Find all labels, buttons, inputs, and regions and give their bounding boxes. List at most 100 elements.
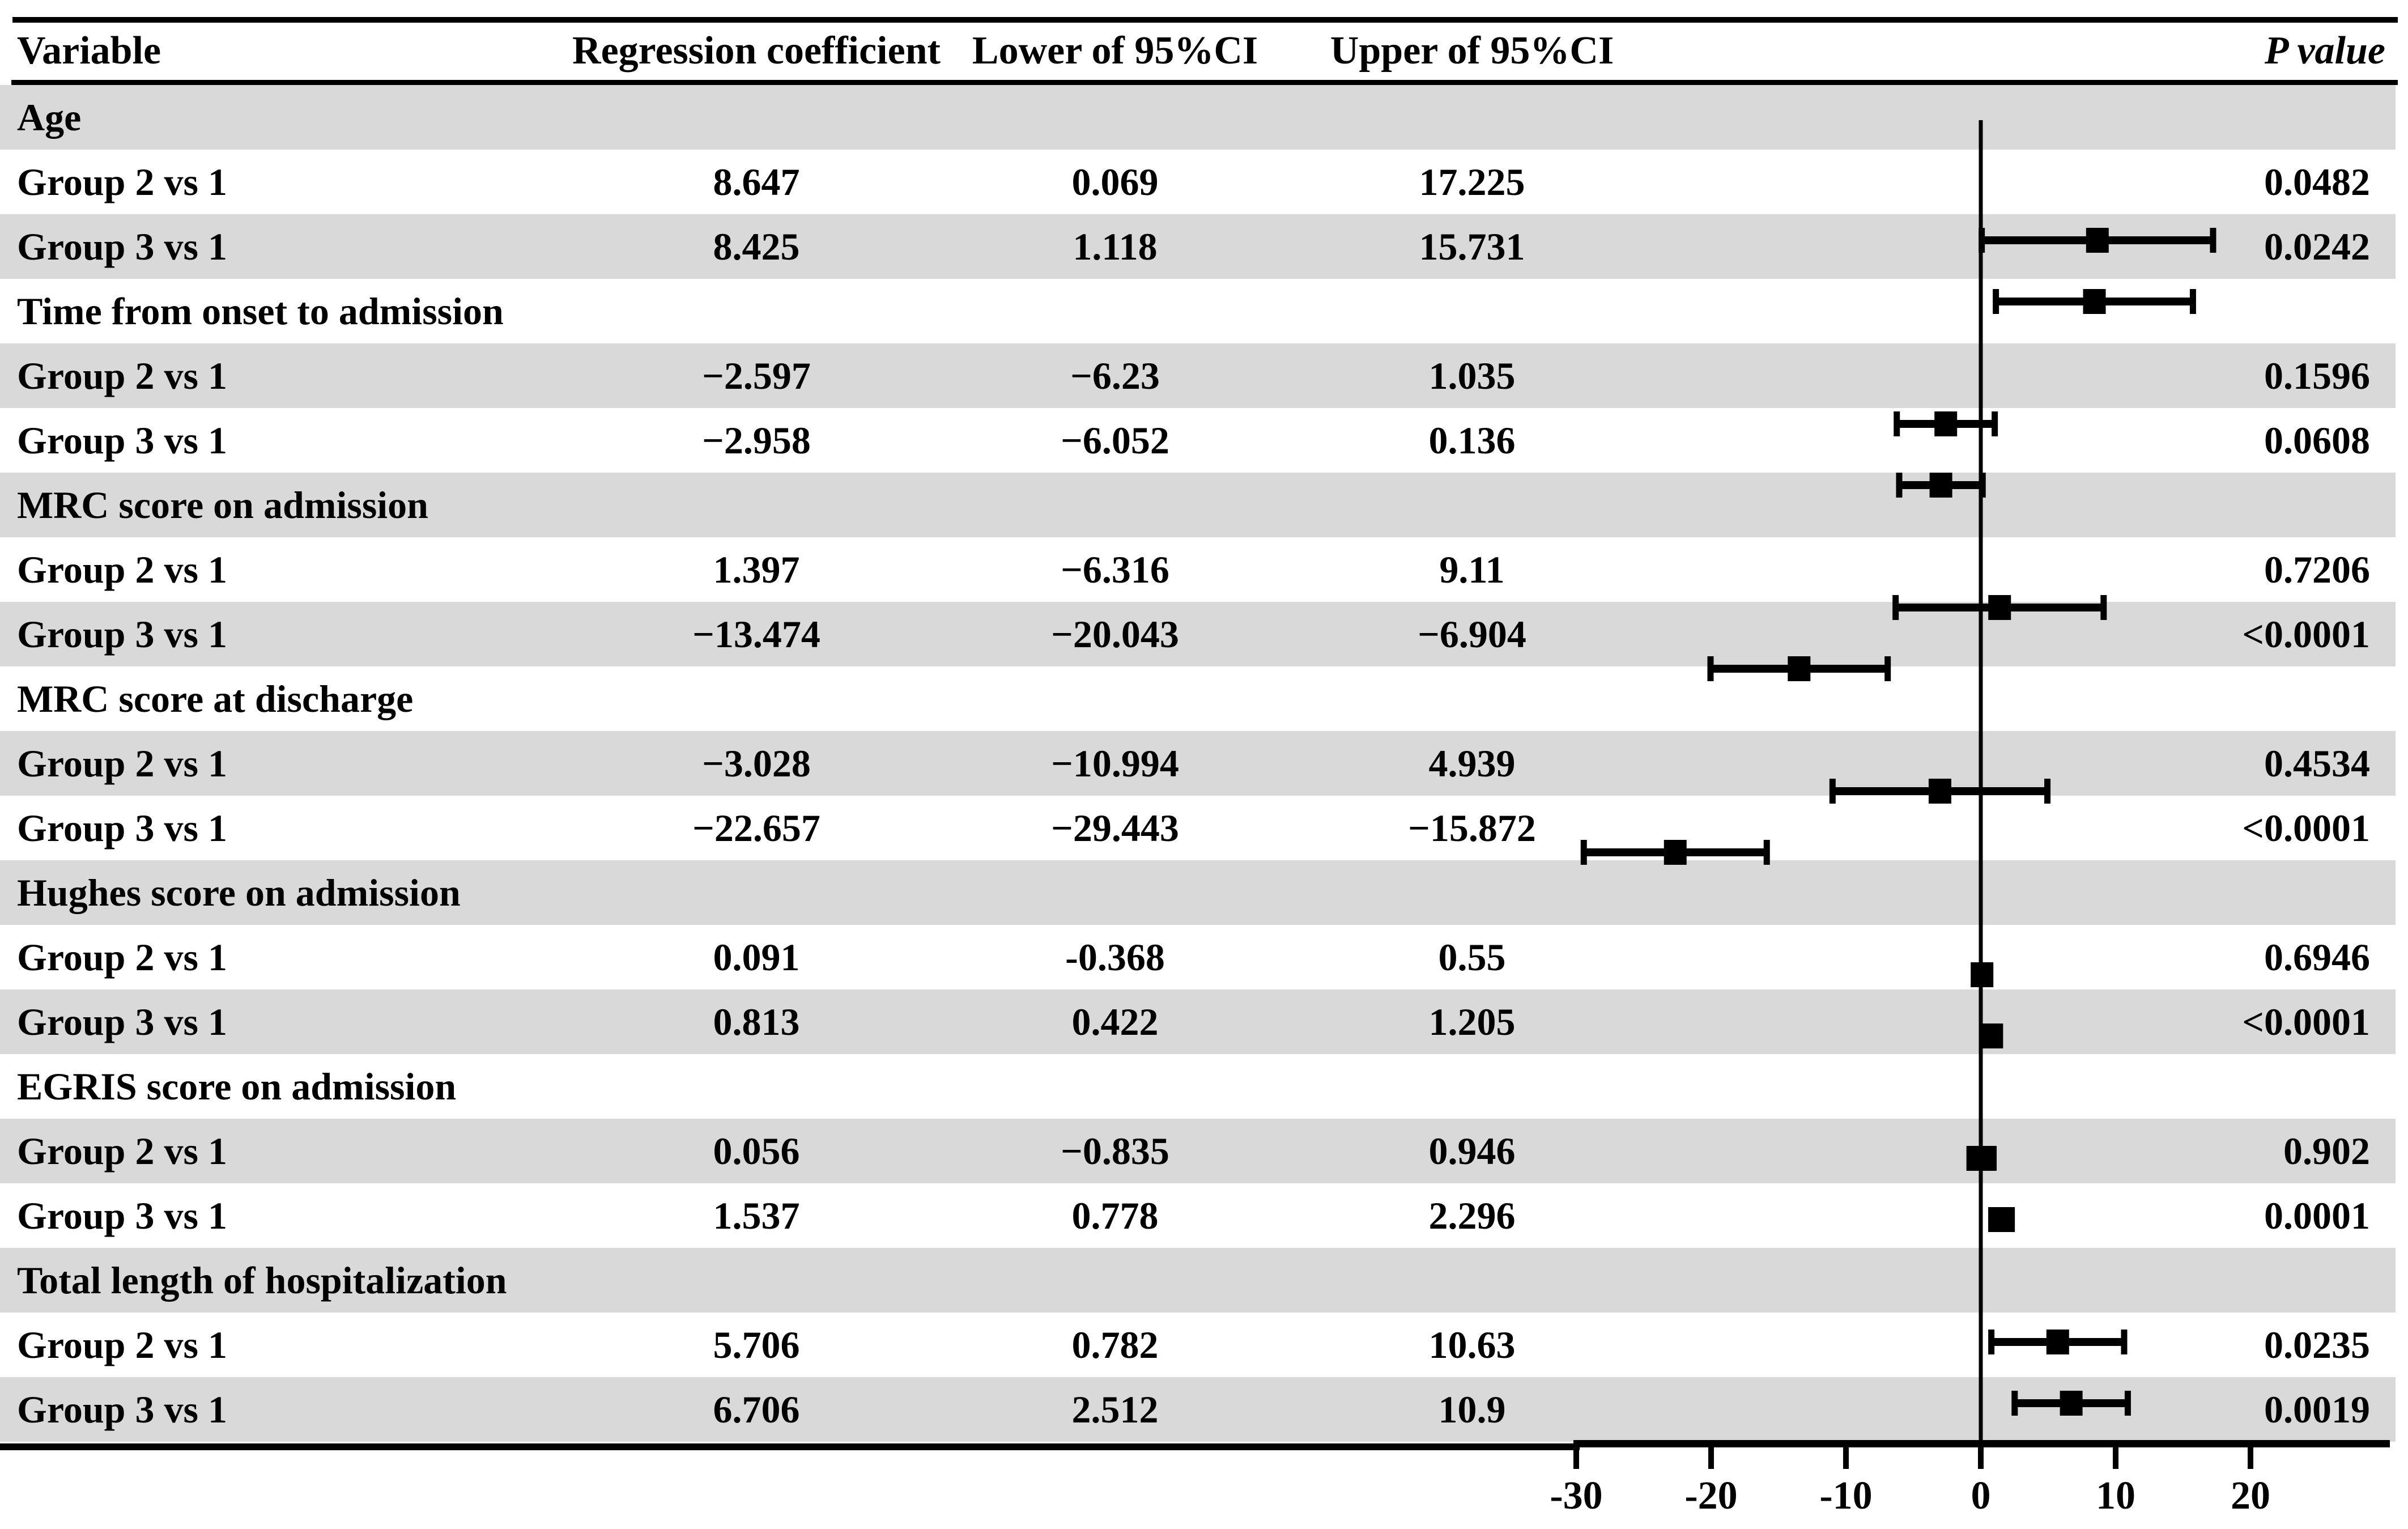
section-row: Age (0, 85, 2396, 150)
point-estimate-marker (1928, 779, 1951, 804)
ci-lower-cap (1894, 411, 1900, 436)
variable-section-label: Age (17, 95, 82, 139)
regression-coefficient-value: 6.706 (713, 1387, 800, 1431)
regression-coefficient-value: 0.091 (713, 935, 800, 979)
section-row: Hughes score on admission (0, 860, 2396, 925)
point-estimate-marker (1664, 840, 1687, 865)
ci-lower-cap (1896, 473, 1903, 498)
axis-tick (2113, 1447, 2118, 1469)
variable-section-label: MRC score on admission (17, 483, 428, 526)
table-bottom-rule (0, 1443, 1580, 1450)
comparison-label: Group 2 vs 1 (17, 1129, 227, 1173)
column-header-p-value: P value (2264, 29, 2385, 73)
ci-lower-cap (1988, 1330, 1995, 1354)
axis-tick-label: 0 (1971, 1474, 1991, 1518)
variable-section-label: Total length of hospitalization (17, 1258, 507, 1302)
regression-coefficient-value: −22.657 (692, 806, 820, 850)
column-header-upper-ci: Upper of 95%CI (1330, 29, 1614, 73)
ci-lower-cap (1979, 228, 1985, 253)
ci-upper-cap (1884, 656, 1891, 681)
ci-upper-cap (1990, 1146, 1997, 1171)
ci-lower-value: 2.512 (1071, 1387, 1159, 1431)
ci-upper-value: 17.225 (1419, 160, 1525, 203)
variable-section-label: Hughes score on admission (17, 870, 461, 914)
ci-lower-value: 1.118 (1073, 224, 1158, 268)
point-estimate-marker (1970, 1146, 1993, 1171)
ci-lower-value: 0.069 (1071, 160, 1159, 203)
ci-lower-value: -0.368 (1065, 935, 1165, 979)
ci-upper-cap (2189, 289, 2196, 314)
comparison-label: Group 3 vs 1 (17, 1000, 227, 1043)
p-value: 0.902 (2283, 1129, 2370, 1173)
ci-lower-cap (1707, 656, 1714, 681)
ci-upper-cap (2121, 1330, 2128, 1354)
regression-coefficient-value: −2.958 (702, 418, 811, 462)
p-value: <0.0001 (2242, 806, 2370, 850)
p-value: 0.1596 (2264, 354, 2370, 397)
ci-lower-value: −20.043 (1051, 612, 1179, 656)
x-axis-line (1573, 1440, 2390, 1447)
table-row: Group 3 vs 1 −22.657 −29.443 −15.872 <0.0001 (0, 796, 2396, 860)
regression-coefficient-value: 0.056 (713, 1129, 800, 1173)
ci-lower-value: −6.316 (1061, 547, 1169, 591)
ci-upper-value: 2.296 (1428, 1194, 1516, 1237)
column-header-variable: Variable (17, 29, 161, 73)
section-row: MRC score at discharge (0, 666, 2396, 731)
comparison-label: Group 3 vs 1 (17, 1387, 227, 1431)
comparison-label: Group 2 vs 1 (17, 1323, 227, 1366)
ci-upper-value: −15.872 (1408, 806, 1536, 850)
table-row: Group 3 vs 1 8.425 1.118 15.731 0.0242 (0, 214, 2396, 279)
ci-upper-cap (2210, 228, 2216, 253)
table-row: Group 2 vs 1 8.647 0.069 17.225 0.0482 (0, 150, 2396, 214)
table-row: Group 2 vs 1 1.397 −6.316 9.11 0.7206 (0, 537, 2396, 602)
table-row: Group 3 vs 1 1.537 0.778 2.296 0.0001 (0, 1183, 2396, 1248)
p-value: 0.0235 (2264, 1323, 2370, 1366)
regression-coefficient-value: −3.028 (702, 741, 811, 785)
p-value: 0.0019 (2264, 1387, 2370, 1431)
axis-tick-label: 10 (2096, 1474, 2135, 1518)
axis-tick (1978, 1447, 1984, 1469)
regression-coefficient-value: −2.597 (702, 354, 811, 397)
table-row: Group 2 vs 1 0.091 -0.368 0.55 0.6946 (0, 925, 2396, 989)
point-estimate-marker (1980, 1023, 2003, 1048)
ci-upper-cap (2044, 779, 2051, 804)
comparison-label: Group 2 vs 1 (17, 160, 227, 203)
ci-upper-value: 15.731 (1419, 224, 1525, 268)
p-value: 0.4534 (2264, 741, 2370, 785)
ci-upper-cap (1992, 411, 1998, 436)
point-estimate-marker (1934, 411, 1958, 436)
point-estimate-marker (2060, 1391, 2083, 1416)
ci-upper-value: 9.11 (1439, 547, 1505, 591)
p-value: 0.0242 (2264, 224, 2370, 268)
ci-lower-cap (2011, 1391, 2018, 1416)
ci-upper-value: 0.55 (1438, 935, 1506, 979)
table-header-rule (11, 80, 2398, 85)
axis-tick-label: -20 (1684, 1474, 1737, 1518)
ci-upper-value: 4.939 (1428, 741, 1516, 785)
axis-tick-label: -10 (1819, 1474, 1872, 1518)
ci-upper-value: 1.035 (1428, 354, 1516, 397)
point-estimate-marker (1929, 473, 1952, 498)
p-value: 0.0608 (2264, 418, 2370, 462)
table-row: Group 2 vs 1 −3.028 −10.994 4.939 0.4534 (0, 731, 2396, 796)
comparison-label: Group 3 vs 1 (17, 612, 227, 656)
p-value: 0.0482 (2264, 160, 2370, 203)
ci-lower-value: 0.782 (1071, 1323, 1159, 1366)
point-estimate-marker (1988, 595, 2011, 620)
ci-upper-cap (1979, 473, 1986, 498)
p-value: <0.0001 (2242, 1000, 2370, 1043)
variable-section-label: MRC score at discharge (17, 677, 414, 720)
axis-tick-label: 20 (2231, 1474, 2270, 1518)
section-row: Total length of hospitalization (0, 1248, 2396, 1313)
regression-coefficient-value: 0.813 (713, 1000, 800, 1043)
axis-tick (2248, 1447, 2253, 1469)
comparison-label: Group 2 vs 1 (17, 547, 227, 591)
point-estimate-marker (1990, 1207, 2013, 1232)
table-row: Group 3 vs 1 −2.958 −6.052 0.136 0.0608 (0, 408, 2396, 473)
comparison-label: Group 3 vs 1 (17, 418, 227, 462)
ci-lower-cap (1892, 595, 1899, 620)
ci-lower-cap (1966, 1146, 1973, 1171)
column-header-regression-coefficient: Regression coefficient (572, 29, 941, 73)
point-estimate-marker (2046, 1330, 2069, 1354)
